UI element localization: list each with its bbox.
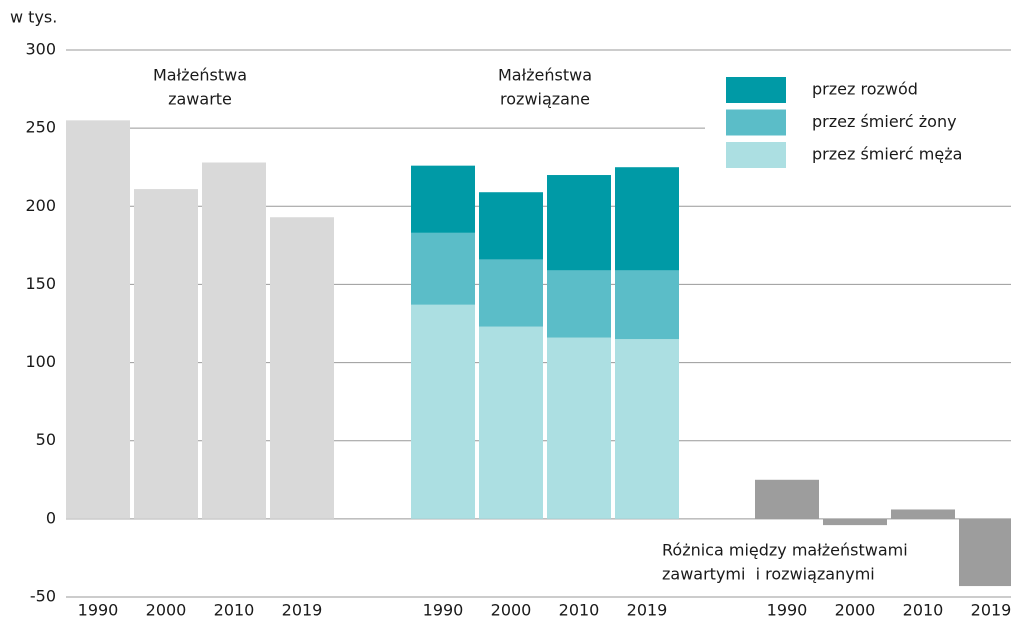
bar — [134, 189, 198, 519]
bar — [891, 509, 955, 519]
legend-swatch — [726, 109, 786, 136]
bar — [547, 175, 611, 271]
bar — [615, 339, 679, 519]
bar — [66, 120, 130, 519]
y-axis-label: w tys. — [10, 8, 57, 27]
group-title: zawarte — [168, 90, 232, 109]
y-tick-label: 0 — [46, 508, 56, 527]
x-tick-label: 2010 — [214, 601, 255, 620]
bar — [479, 326, 543, 519]
x-tick-label: 2010 — [559, 601, 600, 620]
bar — [411, 232, 475, 305]
y-tick-label: 100 — [25, 352, 56, 371]
legend-label: przez rozwód — [812, 80, 918, 99]
bar — [202, 162, 266, 519]
y-tick-label: 300 — [25, 40, 56, 59]
y-tick-label: 250 — [25, 118, 56, 137]
y-tick-label: 200 — [25, 196, 56, 215]
group-title: Małżeństwa — [153, 66, 247, 85]
bar — [615, 167, 679, 271]
x-tick-label: 2000 — [491, 601, 532, 620]
bar — [479, 259, 543, 327]
bar — [547, 270, 611, 338]
bar — [411, 165, 475, 233]
bar — [959, 518, 1011, 587]
x-tick-label: 2019 — [282, 601, 323, 620]
y-tick-label: 150 — [25, 274, 56, 293]
legend-label: przez śmierć męża — [812, 145, 962, 164]
bar — [547, 337, 611, 519]
bar — [270, 217, 334, 519]
bar — [411, 304, 475, 519]
x-tick-label: 2000 — [835, 601, 876, 620]
y-tick-label: 50 — [36, 430, 56, 449]
legend-swatch — [726, 142, 786, 168]
bar — [615, 270, 679, 340]
x-tick-label: 2019 — [971, 601, 1011, 620]
x-tick-label: 1990 — [423, 601, 464, 620]
group-title: Małżeństwa — [498, 66, 592, 85]
x-tick-label: 2019 — [627, 601, 668, 620]
x-tick-label: 1990 — [767, 601, 808, 620]
legend-swatch — [726, 77, 786, 103]
legend-label: przez śmierć żony — [812, 112, 957, 131]
group-title: rozwiązane — [500, 90, 590, 109]
x-tick-label: 2000 — [146, 601, 187, 620]
bar — [823, 518, 887, 526]
bar — [755, 479, 819, 519]
group-title: zawartymi i rozwiązanymi — [662, 565, 875, 584]
group-title: Różnica między małżeństwami — [662, 541, 908, 560]
x-tick-label: 2010 — [903, 601, 944, 620]
y-tick-label: -50 — [30, 587, 56, 606]
bar — [479, 192, 543, 260]
x-tick-label: 1990 — [78, 601, 119, 620]
